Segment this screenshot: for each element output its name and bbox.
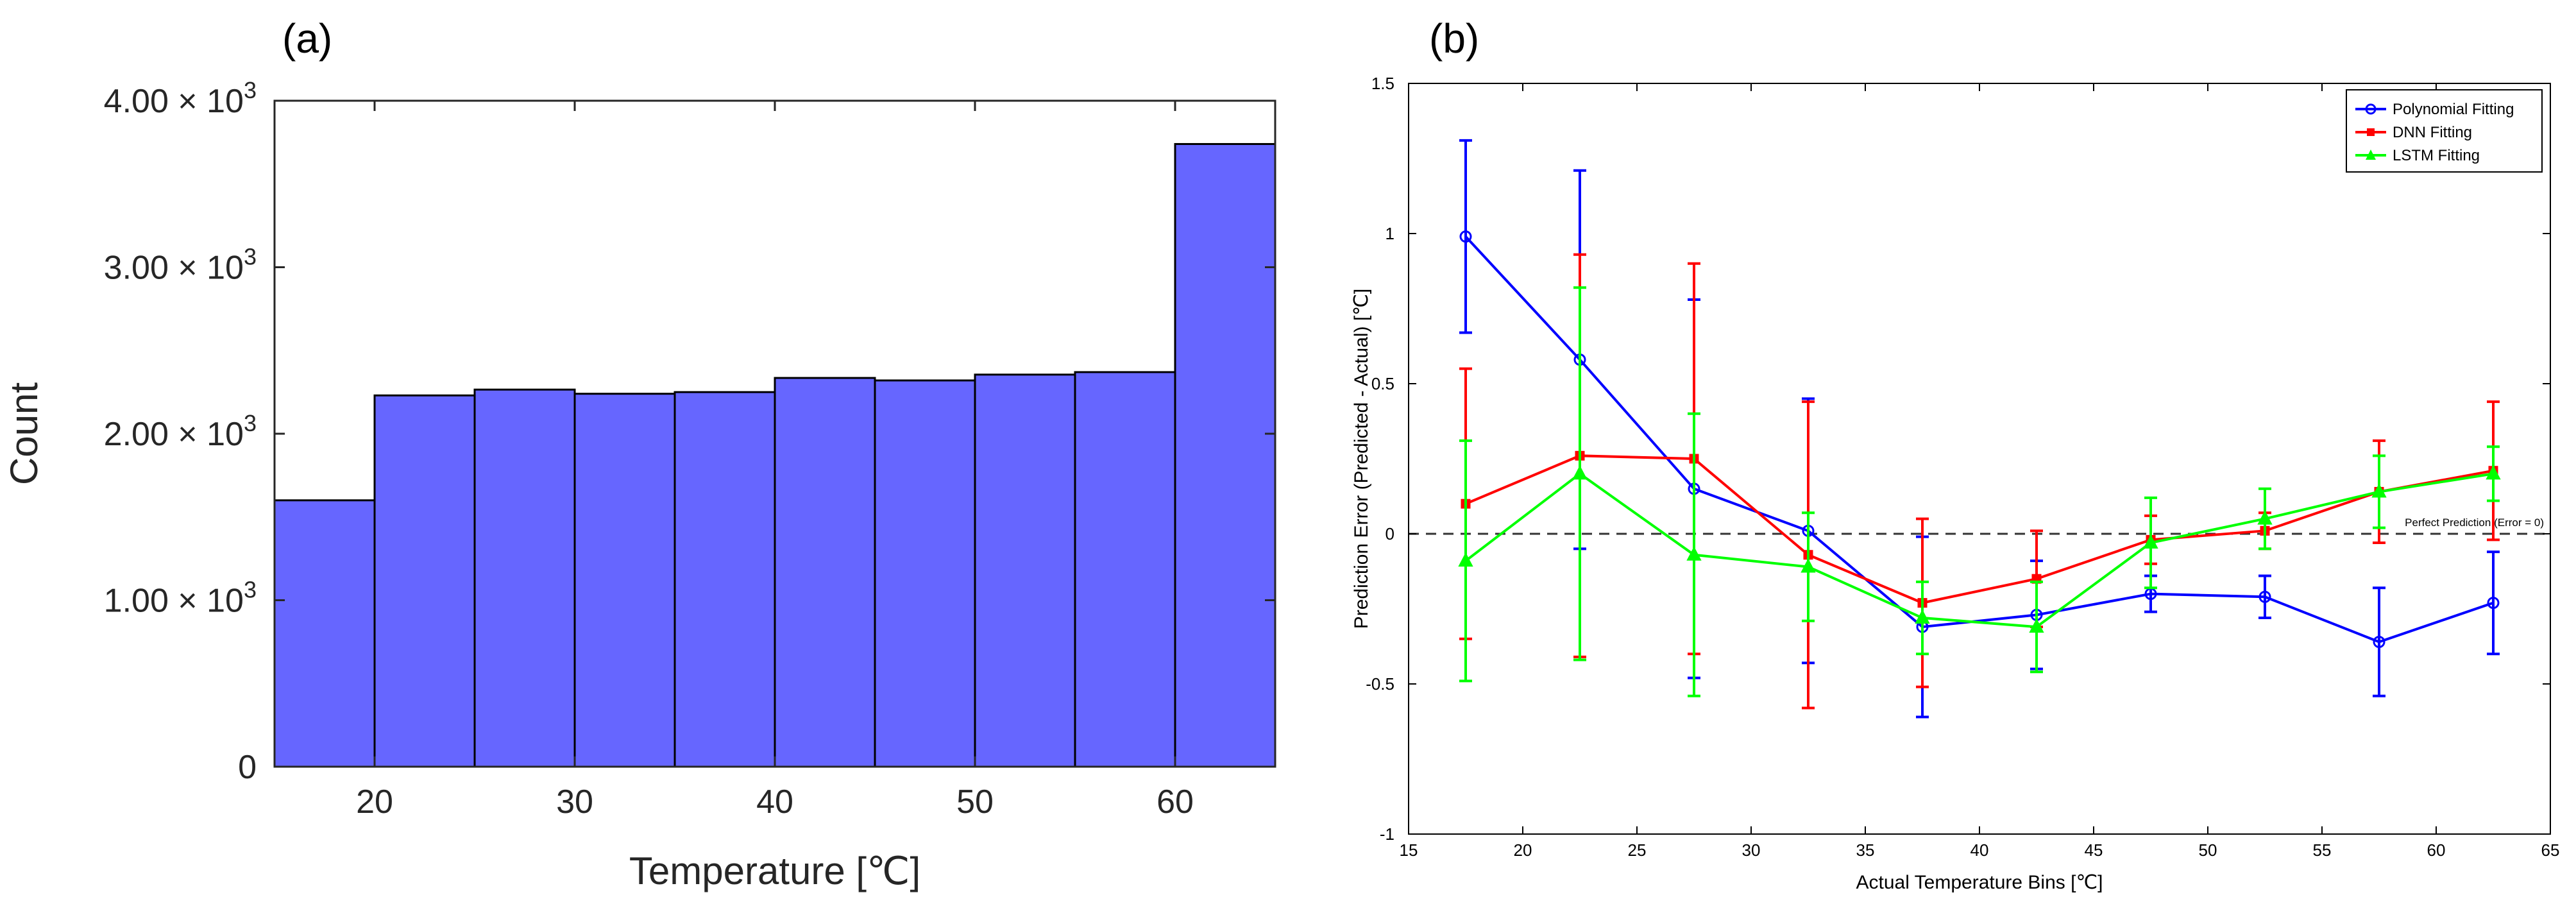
series-line xyxy=(1464,235,2494,644)
legend-label: Polynomial Fitting xyxy=(2393,101,2514,118)
y-tick-label: 1.00 × 103 xyxy=(104,577,257,620)
data-point xyxy=(2258,590,2271,603)
x-tick-label: 60 xyxy=(2427,840,2446,860)
series-line xyxy=(1465,454,2494,604)
legend: Polynomial Fitting DNN Fitting LSTM Fittin… xyxy=(2346,89,2543,173)
x-tick-label: 15 xyxy=(1400,840,1418,860)
y-tick-label: -1 xyxy=(1380,824,1394,844)
y-tick-label: 0 xyxy=(238,749,257,786)
x-tick-label: 45 xyxy=(2085,840,2103,860)
data-point xyxy=(2371,483,2387,498)
series-group xyxy=(1459,253,2500,710)
data-point xyxy=(1801,558,1816,573)
data-point xyxy=(1459,230,1472,243)
data-point xyxy=(2029,618,2044,633)
x-tick-label: 55 xyxy=(2313,840,2332,860)
y-tick-label: 3.00 × 103 xyxy=(104,244,257,287)
histogram-bar xyxy=(573,393,676,768)
legend-marker xyxy=(2367,128,2375,136)
series-group xyxy=(1459,139,2500,719)
data-point xyxy=(1572,465,1588,480)
error-series xyxy=(1458,139,2501,719)
error-y-label: Prediction Error (Predicted - Actual) [℃… xyxy=(1351,289,1372,629)
legend-marker xyxy=(2365,103,2377,115)
error-y-ticks: -1 -0.5 0 0.5 1 1.5 xyxy=(1366,74,2550,844)
x-tick-label: 50 xyxy=(2199,840,2217,860)
legend-item: Polynomial Fitting xyxy=(2355,101,2514,118)
y-tick-label: 0 xyxy=(1385,524,1394,543)
x-tick-label: 60 xyxy=(1157,783,1194,821)
histogram-bar xyxy=(774,377,876,768)
zero-reference-label: Perfect Prediction (Error = 0) xyxy=(2405,516,2544,529)
histogram-bar xyxy=(273,499,376,768)
x-tick-label: 20 xyxy=(1514,840,1532,860)
histogram-bar xyxy=(1074,371,1176,768)
histogram-bar xyxy=(473,388,576,768)
histogram-bar xyxy=(874,379,976,768)
x-tick-label: 30 xyxy=(1742,840,1761,860)
panel-b-label: (b) xyxy=(1429,15,1479,62)
legend-item: LSTM Fitting xyxy=(2355,147,2480,164)
x-tick-label: 65 xyxy=(2541,840,2560,860)
data-point xyxy=(2487,597,2500,610)
y-tick-label: 0.5 xyxy=(1371,374,1394,393)
data-point xyxy=(2257,510,2273,525)
x-tick-label: 25 xyxy=(1628,840,1647,860)
histogram-bar xyxy=(373,394,476,768)
data-point xyxy=(1686,546,1702,561)
x-tick-label: 30 xyxy=(556,783,593,821)
data-point xyxy=(2143,534,2158,549)
y-tick-label: 1.5 xyxy=(1371,74,1394,93)
x-tick-label: 50 xyxy=(956,783,994,821)
data-point xyxy=(1915,609,1930,624)
data-point xyxy=(1458,552,1473,567)
series-line xyxy=(1464,472,2494,629)
histogram-bar xyxy=(974,373,1076,768)
y-tick-label: 4.00 × 103 xyxy=(104,77,257,120)
series-group xyxy=(1458,286,2501,697)
legend-item: DNN Fitting xyxy=(2355,124,2472,141)
panel-a-label: (a) xyxy=(282,15,332,62)
histogram-y-label: Count xyxy=(3,382,46,485)
legend-label: LSTM Fitting xyxy=(2393,147,2480,164)
histogram-x-label: Temperature [℃] xyxy=(629,849,920,892)
error-x-ticks: 15 20 25 30 35 40 45 50 55 60 65 xyxy=(1400,83,2560,860)
histogram-x-ticks: 20 30 40 50 60 xyxy=(356,101,1194,821)
x-tick-label: 35 xyxy=(1856,840,1875,860)
x-tick-label: 40 xyxy=(756,783,793,821)
histogram-chart: 20 30 40 50 60 0 1.00 × 103 2.00 × 103 3.00 × 1… xyxy=(3,77,1276,892)
x-tick-label: 20 xyxy=(356,783,393,821)
y-tick-label: 2.00 × 103 xyxy=(104,410,257,453)
legend-label: DNN Fitting xyxy=(2393,124,2472,141)
histogram-y-ticks: 0 1.00 × 103 2.00 × 103 3.00 × 103 4.00 × 10… xyxy=(104,77,1275,786)
histogram-bar xyxy=(674,391,776,768)
error-chart: Perfect Prediction (Error = 0) 15 20 25 30 3… xyxy=(1351,74,2559,893)
y-tick-label: 1 xyxy=(1385,224,1394,243)
histogram-bar xyxy=(1174,142,1276,768)
data-point xyxy=(2486,465,2501,480)
histogram-bars xyxy=(273,142,1276,768)
x-tick-label: 40 xyxy=(1970,840,1989,860)
error-x-label: Actual Temperature Bins [℃] xyxy=(1856,872,2103,893)
y-tick-label: -0.5 xyxy=(1366,674,1394,694)
legend-marker xyxy=(2366,149,2376,160)
data-point xyxy=(2373,635,2385,648)
